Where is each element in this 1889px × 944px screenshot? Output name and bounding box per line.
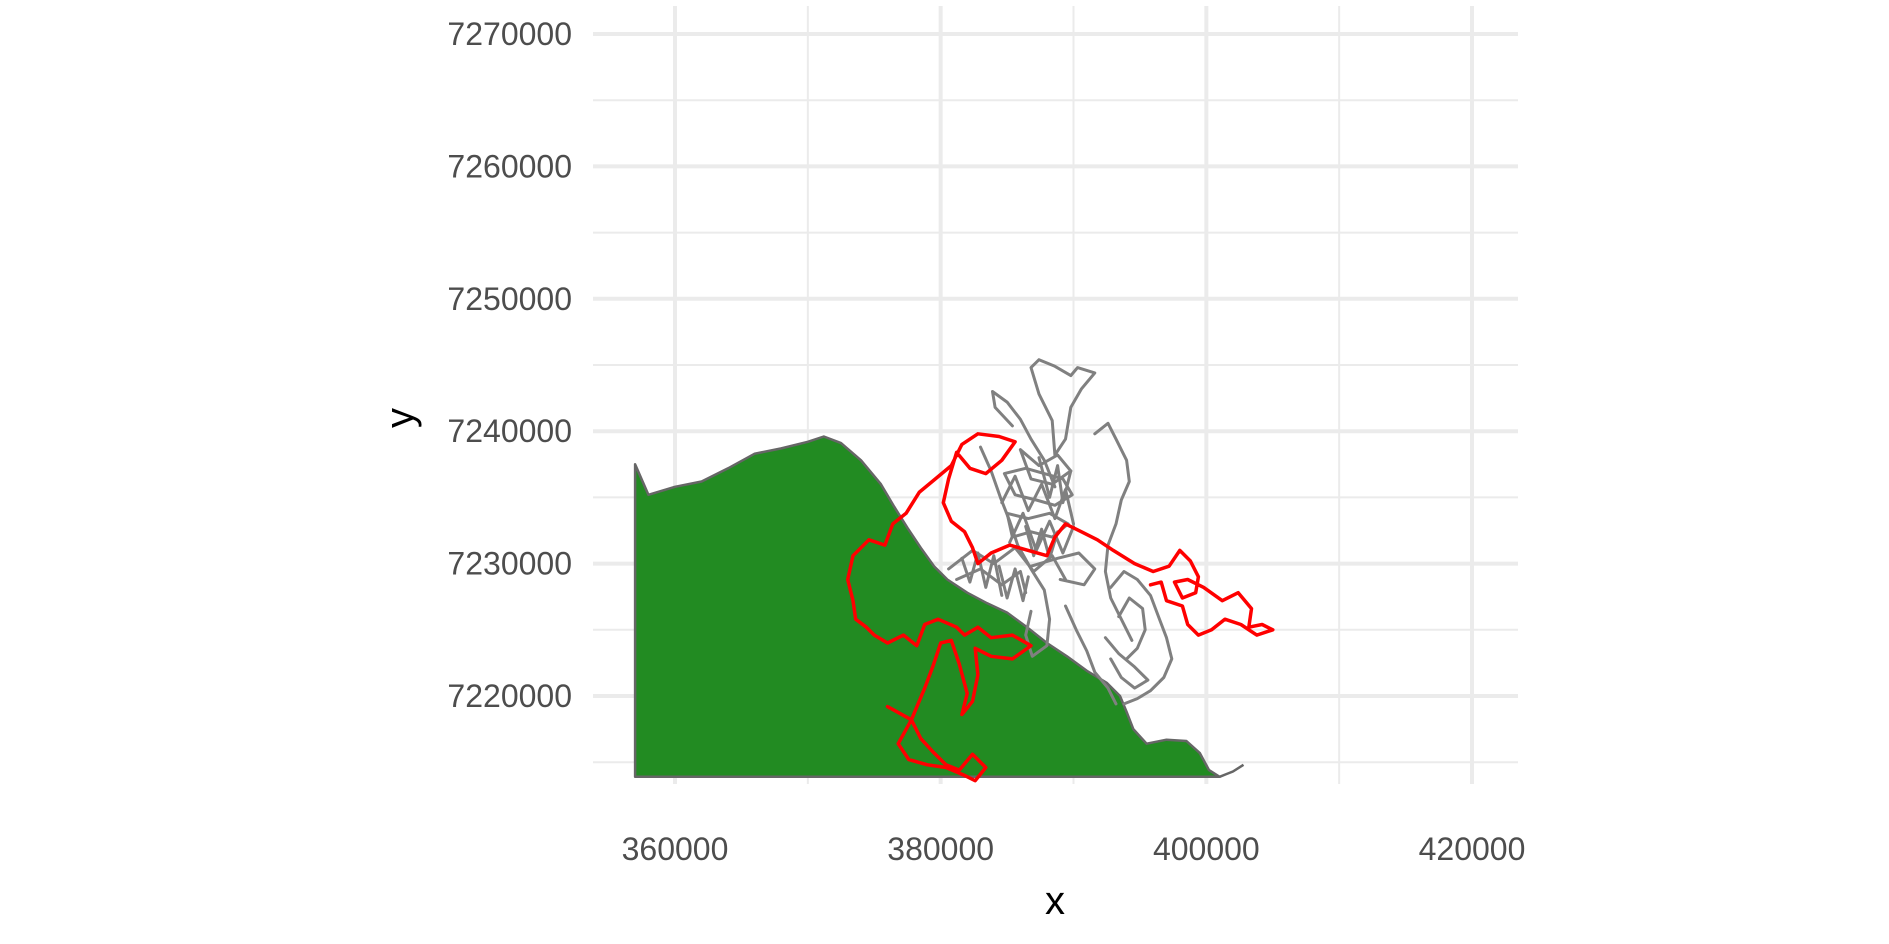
- y-tick-label: 7250000: [447, 281, 572, 317]
- gray-track: [1064, 604, 1118, 706]
- gray-track: [1024, 525, 1060, 560]
- gray-track: [1037, 456, 1073, 505]
- gray-track: [1093, 421, 1134, 642]
- gray-track: [960, 551, 1004, 597]
- coastline-segment: [1219, 763, 1245, 778]
- red-track-layer: [845, 432, 1275, 783]
- y-tick-label: 7240000: [447, 413, 572, 449]
- gray-track: [1029, 551, 1097, 587]
- y-tick-label: 7220000: [447, 678, 572, 714]
- gray-track: [979, 445, 1052, 658]
- x-tick-label: 380000: [887, 831, 994, 867]
- y-tick-label: 7230000: [447, 546, 572, 582]
- grid-layer: [593, 6, 1518, 784]
- y-axis-ticks: 7220000 7230000 7240000 7250000 7260000 72700…: [447, 16, 572, 714]
- land-polygon: [633, 435, 1221, 779]
- gray-track: [1109, 570, 1174, 706]
- x-axis-ticks: 360000 380000 400000 420000: [622, 831, 1526, 867]
- gray-track: [991, 390, 1057, 489]
- gray-track: [1029, 358, 1097, 457]
- land-layer: [633, 435, 1245, 779]
- y-tick-label: 7260000: [447, 148, 572, 184]
- x-axis-title: x: [1045, 879, 1065, 923]
- x-tick-label: 420000: [1419, 831, 1526, 867]
- gray-track: [997, 564, 1030, 603]
- gray-track: [1117, 596, 1147, 661]
- y-axis-title: y: [378, 408, 422, 428]
- gray-track: [1103, 636, 1150, 690]
- x-tick-label: 400000: [1153, 831, 1260, 867]
- gray-tracks-layer: [947, 358, 1174, 706]
- red-track: [845, 432, 1275, 783]
- y-tick-label: 7270000: [447, 16, 572, 52]
- x-tick-label: 360000: [622, 831, 729, 867]
